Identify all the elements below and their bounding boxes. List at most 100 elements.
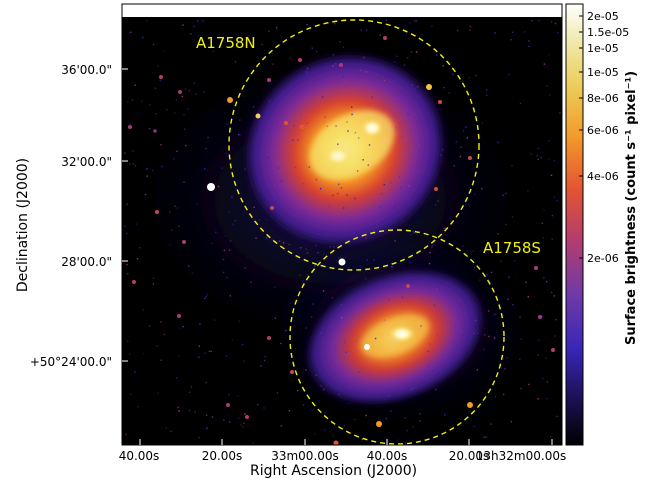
point-source — [298, 58, 302, 62]
noise-pixel — [428, 262, 431, 265]
noise-pixel — [240, 424, 242, 426]
x-axis-label: Right Ascension (J2000) — [250, 463, 418, 479]
noise-pixel — [340, 316, 343, 319]
noise-pixel — [174, 112, 176, 114]
noise-pixel — [200, 40, 203, 42]
noise-pixel — [531, 20, 533, 22]
noise-pixel — [142, 36, 144, 39]
noise-pixel — [541, 222, 544, 224]
noise-pixel — [453, 325, 456, 328]
noise-pixel — [493, 337, 496, 339]
point-source — [267, 336, 271, 340]
noise-pixel — [386, 189, 389, 191]
noise-pixel — [244, 267, 246, 269]
noise-pixel — [293, 124, 295, 127]
noise-pixel — [183, 181, 185, 183]
noise-pixel — [208, 350, 211, 353]
noise-pixel — [431, 370, 433, 372]
noise-pixel — [317, 233, 319, 236]
noise-pixel — [322, 388, 325, 391]
noise-pixel — [490, 271, 493, 274]
noise-pixel — [337, 192, 339, 195]
noise-pixel — [385, 417, 387, 420]
noise-pixel — [443, 414, 446, 416]
noise-pixel — [280, 342, 282, 345]
noise-pixel — [525, 281, 527, 283]
noise-pixel — [394, 79, 396, 81]
noise-pixel — [554, 22, 557, 25]
noise-pixel — [306, 71, 308, 73]
cluster-north-emission — [238, 47, 452, 253]
noise-pixel — [257, 403, 259, 406]
noise-pixel — [292, 139, 294, 141]
noise-pixel — [196, 20, 199, 22]
noise-pixel — [182, 24, 184, 26]
noise-pixel — [238, 417, 240, 419]
noise-pixel — [177, 406, 179, 408]
noise-pixel — [306, 252, 309, 254]
noise-pixel — [385, 19, 388, 21]
noise-pixel — [265, 218, 268, 221]
noise-pixel — [550, 174, 553, 177]
noise-pixel — [553, 196, 555, 198]
noise-pixel — [459, 327, 461, 330]
noise-pixel — [203, 91, 205, 93]
noise-pixel — [344, 342, 347, 344]
noise-pixel — [281, 125, 283, 127]
noise-pixel — [490, 423, 492, 425]
noise-pixel — [305, 248, 308, 251]
noise-pixel — [443, 86, 445, 89]
noise-pixel — [263, 359, 266, 362]
point-source — [434, 187, 438, 191]
noise-pixel — [513, 260, 516, 262]
noise-pixel — [404, 442, 407, 445]
noise-pixel — [471, 312, 473, 315]
noise-pixel — [331, 326, 333, 328]
noise-pixel — [404, 417, 406, 419]
noise-pixel — [124, 225, 126, 227]
noise-pixel — [462, 245, 464, 247]
noise-pixel — [396, 55, 398, 58]
noise-pixel — [134, 164, 137, 167]
noise-pixel — [510, 38, 512, 41]
noise-pixel — [204, 297, 206, 300]
noise-pixel — [358, 371, 360, 373]
noise-pixel — [197, 34, 199, 37]
noise-pixel — [196, 203, 198, 205]
noise-pixel — [328, 205, 330, 208]
noise-pixel — [441, 149, 444, 151]
noise-pixel — [556, 200, 558, 202]
noise-pixel — [250, 281, 252, 284]
noise-pixel — [321, 96, 324, 98]
noise-pixel — [288, 410, 291, 412]
noise-pixel — [487, 310, 490, 312]
point-source — [178, 90, 182, 94]
noise-pixel — [312, 303, 314, 305]
noise-pixel — [409, 261, 411, 264]
noise-pixel — [152, 43, 155, 46]
noise-pixel — [129, 163, 131, 165]
noise-pixel — [548, 94, 551, 96]
noise-pixel — [127, 272, 129, 275]
noise-pixel — [365, 237, 368, 239]
noise-pixel — [331, 297, 334, 299]
noise-pixel — [222, 258, 225, 261]
noise-pixel — [346, 121, 348, 123]
noise-pixel — [276, 392, 279, 394]
noise-pixel — [342, 75, 344, 78]
noise-pixel — [206, 294, 209, 296]
point-source — [338, 258, 346, 266]
noise-pixel — [345, 351, 347, 353]
noise-pixel — [484, 334, 486, 336]
noise-pixel — [511, 31, 514, 34]
noise-pixel — [323, 429, 326, 431]
noise-pixel — [437, 200, 439, 202]
noise-pixel — [178, 410, 180, 412]
noise-pixel — [157, 65, 159, 67]
noise-pixel — [458, 300, 461, 302]
noise-pixel — [258, 219, 261, 221]
noise-pixel — [151, 169, 154, 172]
noise-pixel — [398, 176, 401, 178]
noise-pixel — [166, 109, 168, 111]
noise-pixel — [408, 184, 410, 187]
